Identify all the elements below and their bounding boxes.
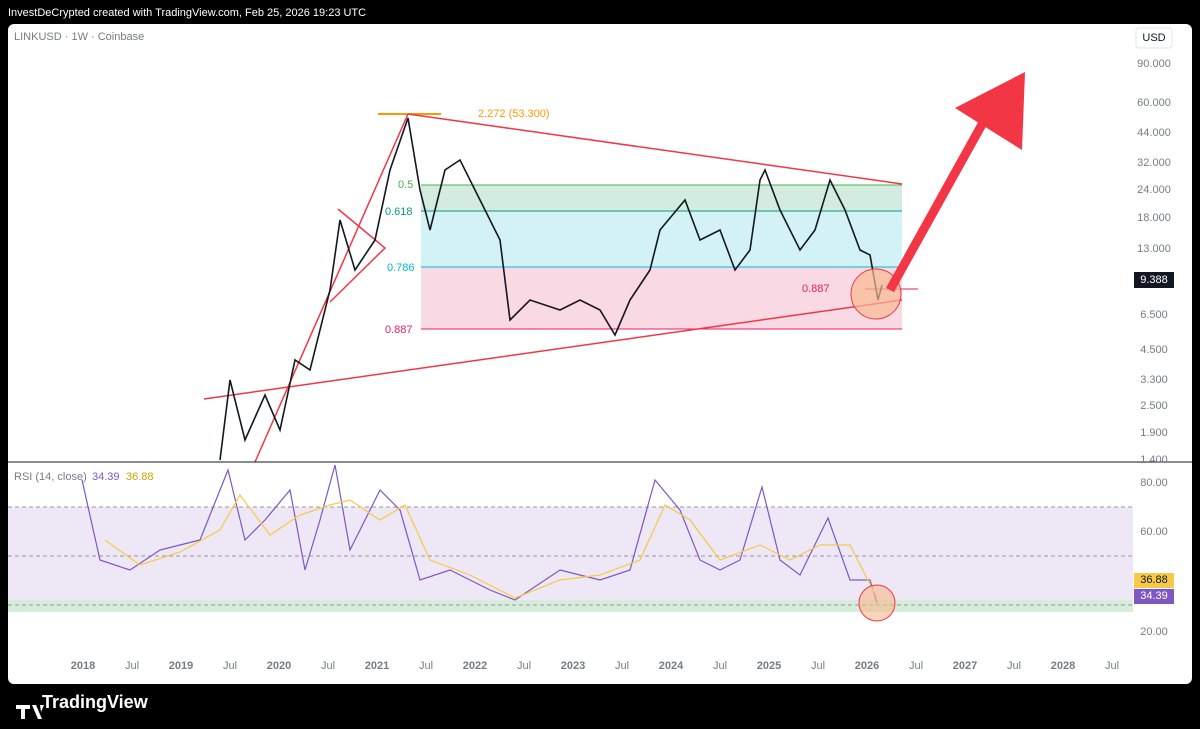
price-axis-label: 32.000 [1137,157,1171,169]
time-axis-label: Jul [1105,660,1119,672]
price-axis-label: 13.000 [1137,243,1171,255]
time-axis-label: Jul [125,660,139,672]
price-axis-label: 1.900 [1140,427,1168,439]
symbol: LINKUSD · 1W · Coinbase [14,31,144,43]
fib-label: 0.887 [802,283,830,295]
time-axis-label: Jul [811,660,825,672]
rsi-line [81,464,878,604]
time-axis-label: Jul [713,660,727,672]
fib-label: 0.618 [385,206,413,218]
arrow-head [955,72,1025,150]
rsi-label: RSI (14, close) [14,471,87,483]
time-axis-label: Jul [909,660,923,672]
time-axis-label: 2028 [1051,660,1075,672]
price-axis-label: 6.500 [1140,309,1168,321]
credit: InvestDeCrypted created with TradingView… [8,7,366,19]
triangle [329,208,387,303]
price-axis-label: 2.500 [1140,400,1168,412]
time-axis-label: 2018 [71,660,95,672]
time-axis-label: 2021 [365,660,389,672]
price-axis-label: 90.000 [1137,58,1171,70]
zone [421,267,902,329]
rsi-axis-label: 80.00 [1140,477,1168,489]
price-axis-label: 44.000 [1137,127,1171,139]
highlight [858,584,896,622]
current-price: 9.388 [1140,274,1168,286]
time-axis-label: 2019 [169,660,193,672]
fib-label: 0.5 [398,179,413,191]
time-axis-label: 2023 [561,660,585,672]
price-axis-label: 3.300 [1140,374,1168,386]
time-axis-label: 2026 [855,660,879,672]
extension-label: 2.272 (53.300) [478,108,550,120]
price-axis-label: 60.000 [1137,97,1171,109]
trend-lines [203,113,903,463]
currency-box [1135,27,1173,49]
rsi-ma-value: 36.88 [126,471,154,483]
rsi-value-tag: 34.39 [1140,590,1168,602]
rsi-zone [8,600,1133,612]
rsi-ma [104,493,878,599]
time-axis-label: Jul [321,660,335,672]
price-axis-label: 24.000 [1137,184,1171,196]
time-axis-label: Jul [517,660,531,672]
arrow-shaft [886,107,994,293]
time-axis-label: 2022 [463,660,487,672]
fib-label: 0.887 [385,324,413,336]
time-axis-label: 2027 [953,660,977,672]
highlight [850,268,902,320]
time-axis-label: Jul [1007,660,1021,672]
zone [421,185,902,211]
rsi-value: 34.39 [92,471,120,483]
time-axis-label: Jul [419,660,433,672]
time-axis-label: 2024 [659,660,684,672]
price-axis-label: 18.000 [1137,212,1171,224]
price-tag [1134,272,1174,288]
arrow [886,72,1025,293]
trend-line [407,113,903,185]
zone [421,211,902,267]
time-axis-label: 2025 [757,660,781,672]
trend-line [203,299,903,400]
rsi-tag [1134,589,1174,604]
logo[interactable]: TradingView [42,692,149,712]
logo-icon [16,705,44,719]
rsi-axis-label: 20.00 [1140,626,1168,638]
price-axis-label: 1.400 [1140,454,1168,466]
currency: USD [1142,32,1165,44]
rsi-levels [8,506,1133,606]
ma-tag [1134,573,1174,588]
fib-label: 0.786 [387,262,415,274]
time-axis-label: 2020 [267,660,291,672]
trend-line [254,113,409,463]
rsi-ma-tag: 36.88 [1140,574,1168,586]
fib-zones [378,113,918,330]
time-axis-label: Jul [223,660,237,672]
price-axis-label: 4.500 [1140,344,1168,356]
rsi-axis-label: 60.00 [1140,526,1168,538]
price-line [219,117,883,461]
time-axis-label: Jul [615,660,629,672]
